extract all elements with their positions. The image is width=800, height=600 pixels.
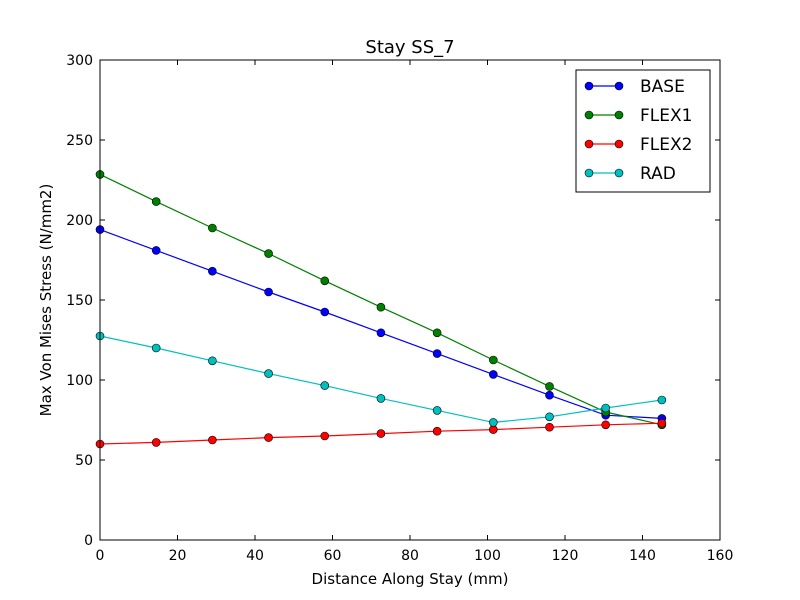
data-point-rad bbox=[208, 356, 217, 366]
x-tick-label: 100 bbox=[474, 548, 501, 564]
legend-marker-flex1 bbox=[614, 110, 624, 120]
x-axis-label: Distance Along Stay (mm) bbox=[312, 570, 509, 588]
legend-label-flex1: FLEX1 bbox=[640, 106, 692, 126]
data-point-base bbox=[432, 349, 442, 358]
x-tick-label: 0 bbox=[96, 548, 105, 564]
legend-label-base: BASE bbox=[640, 77, 685, 97]
data-point-flex1 bbox=[264, 249, 273, 258]
data-point-flex2 bbox=[432, 426, 442, 436]
x-tick-label: 40 bbox=[246, 548, 264, 564]
series-line-flex1 bbox=[99, 173, 663, 426]
data-point-base bbox=[264, 287, 273, 297]
data-point-flex1 bbox=[151, 197, 161, 206]
legend: BASE FLEX1 FLEX2 RAD bbox=[575, 69, 711, 193]
legend-label-rad: RAD bbox=[640, 164, 676, 184]
data-point-rad bbox=[320, 381, 330, 390]
data-point-flex2 bbox=[151, 438, 161, 447]
data-point-flex2 bbox=[376, 429, 386, 438]
data-point-rad bbox=[657, 395, 667, 405]
legend-marker-flex2 bbox=[614, 139, 624, 149]
data-point-rad bbox=[376, 394, 386, 403]
x-tick-label: 120 bbox=[552, 548, 579, 564]
series-line-base bbox=[99, 229, 662, 419]
legend-label-flex2: FLEX2 bbox=[640, 135, 692, 155]
data-point-base bbox=[151, 246, 161, 255]
data-point-flex1 bbox=[432, 328, 442, 338]
series-line-rad bbox=[99, 335, 662, 424]
data-point-rad bbox=[264, 369, 273, 378]
data-point-flex1 bbox=[320, 276, 330, 286]
data-point-flex2 bbox=[264, 433, 273, 442]
data-point-rad bbox=[601, 403, 610, 413]
data-point-base bbox=[489, 370, 498, 379]
data-point-flex2 bbox=[208, 435, 217, 445]
axis-ticks: 0 20 40 60 80 100 120 140 160 0 50 100 150 200 250 300 bbox=[66, 53, 733, 564]
y-tick-label: 150 bbox=[66, 293, 93, 309]
data-point-flex2 bbox=[545, 422, 554, 432]
legend-marker-rad bbox=[614, 168, 624, 178]
data-point-flex1 bbox=[376, 302, 386, 312]
data-point-rad bbox=[489, 418, 498, 427]
legend-marker-flex2 bbox=[584, 139, 594, 149]
y-tick-label: 200 bbox=[66, 213, 93, 229]
data-point-flex2 bbox=[657, 418, 667, 428]
x-tick-label: 60 bbox=[324, 548, 342, 564]
data-point-flex1 bbox=[545, 382, 554, 391]
y-tick-label: 250 bbox=[66, 133, 93, 149]
chart-title: Stay SS_7 bbox=[365, 37, 454, 58]
legend-marker-flex1 bbox=[584, 110, 594, 120]
x-tick-label: 80 bbox=[401, 548, 419, 564]
x-tick-label: 160 bbox=[707, 548, 734, 564]
y-tick-label: 300 bbox=[66, 53, 93, 69]
y-tick-label: 0 bbox=[84, 533, 93, 549]
data-point-base bbox=[376, 328, 386, 338]
data-point-flex1 bbox=[489, 355, 498, 365]
y-tick-label: 50 bbox=[75, 453, 93, 469]
data-point-rad bbox=[432, 406, 442, 415]
data-point-flex1 bbox=[208, 223, 217, 233]
x-tick-label: 140 bbox=[629, 548, 656, 564]
data-point-rad bbox=[545, 412, 554, 422]
y-axis-label: Max Von Mises Stress (N/mm2) bbox=[37, 184, 55, 417]
data-point-flex2 bbox=[489, 425, 498, 434]
data-marks bbox=[95, 170, 667, 449]
data-point-base bbox=[208, 266, 217, 276]
data-point-base bbox=[320, 307, 330, 317]
legend-marker-rad bbox=[584, 168, 594, 178]
data-point-base bbox=[545, 390, 554, 400]
x-tick-label: 20 bbox=[169, 548, 187, 564]
legend-frame bbox=[575, 69, 711, 193]
data-point-rad bbox=[151, 343, 161, 353]
y-tick-label: 100 bbox=[66, 373, 93, 389]
data-point-flex2 bbox=[320, 431, 330, 441]
legend-marker-base bbox=[584, 81, 594, 91]
data-point-flex2 bbox=[601, 420, 610, 430]
legend-marker-base bbox=[614, 81, 624, 91]
